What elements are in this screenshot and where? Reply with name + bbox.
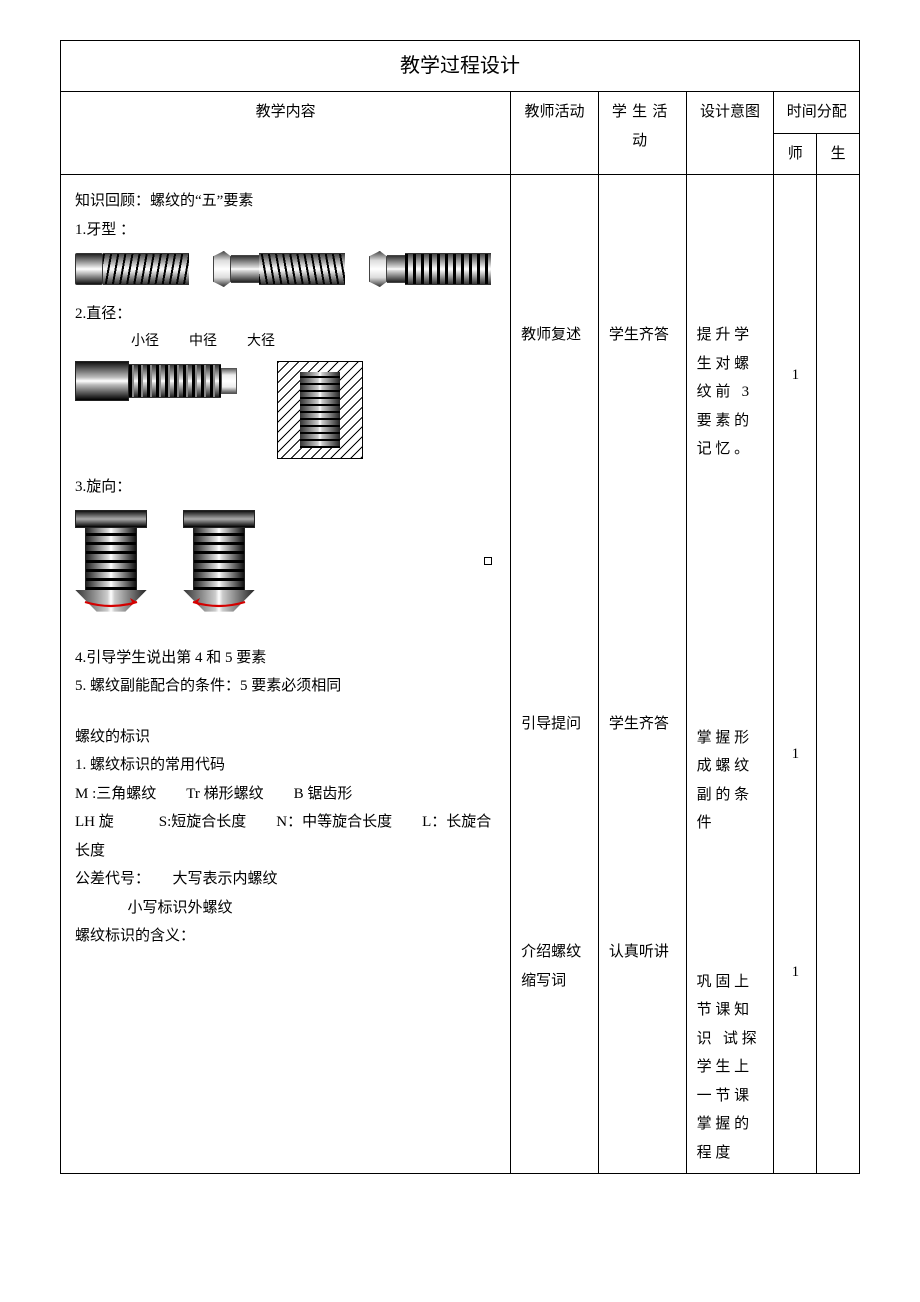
point-1: 1.牙型 ：: [75, 216, 496, 245]
point-5: 5. 螺纹副能配合的条件：5 要素必须相同: [75, 672, 496, 701]
diameter-labels: 小径 中径 大径: [75, 329, 496, 356]
section2-title: 螺纹的标识: [75, 723, 496, 752]
teacher-act-1: 教师复述: [521, 321, 588, 350]
rotation-right: [75, 510, 147, 612]
time-teacher-cell: 1 1 1: [774, 175, 817, 1174]
intent-cell: 提升学生对螺纹前 3 要素的记忆。 掌握形成螺纹副的条件 巩固上节课知识 试探学…: [686, 175, 774, 1174]
point-2: 2.直径：: [75, 300, 496, 329]
arrow-left-icon: [187, 596, 251, 608]
col-intent: 设计意图: [686, 92, 774, 175]
checkbox-icon: [484, 557, 492, 565]
label-pitch: 中径: [189, 329, 217, 356]
arrow-right-icon: [79, 596, 143, 608]
label-major: 大径: [247, 329, 275, 356]
screw-fig-3: [369, 252, 491, 286]
section2-l4: 公差代号： 大写表示内螺纹: [75, 865, 496, 894]
col-student: 学生活动: [598, 92, 686, 175]
review-line: 知识回顾：螺纹的“五”要素: [75, 187, 496, 216]
student-cell: 学生齐答 学生齐答 认真听讲: [598, 175, 686, 1174]
col-content: 教学内容: [61, 92, 511, 175]
col-teacher: 教师活动: [511, 92, 599, 175]
content-cell: 知识回顾：螺纹的“五”要素 1.牙型 ： 2.直径： 小径 中径 大径: [61, 175, 511, 1174]
label-minor: 小径: [131, 329, 159, 356]
time-t-3: 1: [784, 958, 806, 987]
student-act-1: 学生齐答: [609, 321, 676, 350]
section2-l6: 螺纹标识的含义：: [75, 922, 496, 951]
point-4: 4.引导学生说出第 4 和 5 要素: [75, 644, 496, 673]
page-title: 教学过程设计: [61, 41, 860, 92]
time-t-2: 1: [784, 740, 806, 769]
col-time-teacher: 师: [774, 133, 817, 175]
tooth-profile-figs: [75, 252, 496, 286]
section2-l2: M :三角螺纹 Tr 梯形螺纹 B 锯齿形: [75, 780, 496, 809]
internal-thread-fig: [277, 361, 363, 459]
external-thread-fig: [75, 361, 237, 401]
screw-fig-2: [213, 252, 345, 286]
header-row-1: 教学内容 教师活动 学生活动 设计意图 时间分配: [61, 92, 860, 134]
intent-3: 巩固上节课知识 试探学生上一节课掌握的程度: [697, 968, 764, 1168]
page: 教学过程设计 教学内容 教师活动 学生活动 设计意图 时间分配 师 生 知识回顾…: [60, 40, 860, 1174]
student-act-2: 学生齐答: [609, 710, 676, 739]
col-time: 时间分配: [774, 92, 860, 134]
time-student-cell: [817, 175, 860, 1174]
student-act-3: 认真听讲: [609, 938, 676, 967]
col-time-student: 生: [817, 133, 860, 175]
section2-l1: 1. 螺纹标识的常用代码: [75, 751, 496, 780]
rotation-figs: [75, 510, 496, 612]
teacher-act-2: 引导提问: [521, 710, 588, 739]
section2-l3: LH 旋 S:短旋合长度 N：中等旋合长度 L：长旋合长度: [75, 808, 496, 865]
teacher-cell: 教师复述 引导提问 介绍螺纹缩写词: [511, 175, 599, 1174]
diameter-figs: [75, 361, 496, 459]
intent-1: 提升学生对螺纹前 3 要素的记忆。: [697, 321, 764, 464]
intent-2: 掌握形成螺纹副的条件: [697, 724, 764, 838]
time-t-1: 1: [784, 361, 806, 390]
point-3: 3.旋向：: [75, 473, 496, 502]
screw-fig-1: [75, 252, 189, 286]
lesson-table: 教学过程设计 教学内容 教师活动 学生活动 设计意图 时间分配 师 生 知识回顾…: [60, 40, 860, 1174]
teacher-act-3: 介绍螺纹缩写词: [521, 938, 588, 995]
rotation-left: [183, 510, 255, 612]
section2-l5: 小写标识外螺纹: [75, 894, 496, 923]
title-row: 教学过程设计: [61, 41, 860, 92]
body-row: 知识回顾：螺纹的“五”要素 1.牙型 ： 2.直径： 小径 中径 大径: [61, 175, 860, 1174]
